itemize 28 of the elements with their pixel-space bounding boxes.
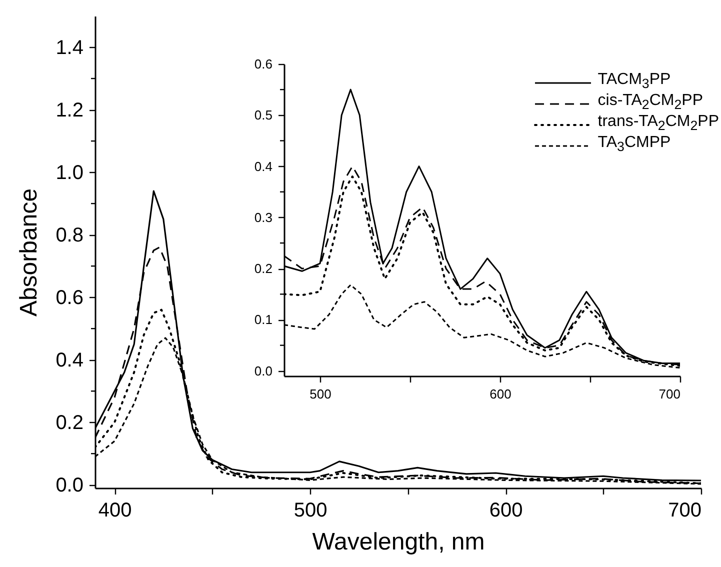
y-tick-label: 0.0	[56, 474, 84, 496]
legend-label: TACM$_{3}$PP	[598, 71, 671, 92]
y-tick-label: 0.0	[254, 363, 272, 378]
x-tick-label: 700	[658, 386, 680, 402]
x-tick-label: 400	[98, 500, 132, 522]
y-tick-label: 1.4	[56, 36, 84, 59]
x-tick-label: 500	[294, 500, 328, 522]
y-tick-label: 0.6	[56, 286, 84, 309]
x-tick-label: 600	[489, 500, 523, 522]
legend-label: cis-TA$_{2}$CM$_{2}$PP	[598, 92, 703, 113]
y-tick-label: 0.5	[254, 108, 272, 123]
y-tick-label: 0.6	[254, 56, 272, 72]
y-tick-label: 0.8	[56, 224, 84, 246]
y-tick-label: 1.2	[56, 99, 84, 122]
y-tick-label: 0.3	[254, 210, 272, 225]
y-tick-label: 1.0	[56, 162, 84, 184]
y-tick-label: 0.4	[56, 349, 84, 372]
y-tick-label: 0.2	[254, 261, 272, 276]
y-axis-title: Absorbance	[16, 188, 43, 317]
x-axis-title: Wavelength, nm	[312, 528, 485, 556]
x-tick-label: 600	[490, 386, 512, 402]
x-tick-label: 700	[668, 500, 702, 522]
y-tick-label: 0.4	[254, 158, 272, 174]
y-tick-label: 0.1	[254, 312, 272, 328]
legend-label: TA$_{3}$CMPP	[598, 133, 671, 157]
y-tick-label: 0.2	[56, 412, 84, 434]
legend-label: trans-TA$_{2}$CM$_{2}$PP	[598, 113, 719, 134]
x-tick-label: 500	[310, 386, 332, 402]
